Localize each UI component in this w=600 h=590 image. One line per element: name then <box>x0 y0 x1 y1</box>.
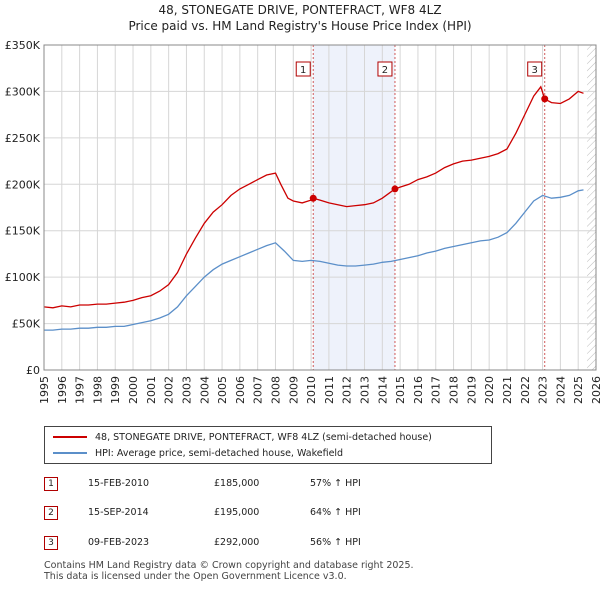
y-tick-label: £300K <box>5 85 41 98</box>
x-tick-label: 2003 <box>180 376 193 404</box>
sale-row: 1 15-FEB-2010 £185,000 57% ↑ HPI <box>44 474 444 496</box>
chart-title-line2: Price paid vs. HM Land Registry's House … <box>128 19 472 33</box>
y-tick-label: £0 <box>26 364 40 377</box>
y-tick-label: £100K <box>5 271 41 284</box>
x-tick-label: 2021 <box>501 376 514 404</box>
legend-label-hpi: HPI: Average price, semi-detached house,… <box>95 447 344 459</box>
y-tick-label: £350K <box>5 39 41 52</box>
sale-marker-label: 1 <box>300 65 306 76</box>
x-tick-label: 2010 <box>305 376 318 404</box>
footer: Contains HM Land Registry data © Crown c… <box>44 560 414 582</box>
x-tick-label: 2012 <box>341 376 354 404</box>
x-tick-label: 2018 <box>448 376 461 404</box>
x-tick-label: 2007 <box>252 376 265 404</box>
y-tick-label: £250K <box>5 132 41 145</box>
sale-hpi-diff: 57% ↑ HPI <box>310 478 361 489</box>
x-tick-label: 2026 <box>590 376 600 404</box>
plot-border <box>43 44 597 371</box>
legend-swatch-hpi <box>53 452 87 454</box>
sale-marker-badge: 3 <box>44 536 58 550</box>
x-tick-label: 2024 <box>554 376 567 404</box>
sale-price: £185,000 <box>214 478 260 489</box>
x-tick-label: 1995 <box>38 376 51 404</box>
x-tick-label: 2015 <box>394 376 407 404</box>
y-tick-label: £50K <box>12 318 41 331</box>
footer-copyright: Contains HM Land Registry data © Crown c… <box>44 560 414 571</box>
x-tick-label: 2000 <box>127 376 140 404</box>
x-tick-label: 1996 <box>56 376 69 404</box>
x-tick-label: 2001 <box>145 376 158 404</box>
x-tick-label: 2004 <box>198 376 211 404</box>
x-tick-label: 2025 <box>572 376 585 404</box>
x-tick-label: 2016 <box>412 376 425 404</box>
forecast-hatch <box>587 45 596 370</box>
legend: 48, STONEGATE DRIVE, PONTEFRACT, WF8 4LZ… <box>44 426 492 464</box>
sale-price: £195,000 <box>214 507 260 518</box>
sale-point <box>391 185 399 193</box>
x-tick-label: 2002 <box>163 376 176 404</box>
legend-label-property: 48, STONEGATE DRIVE, PONTEFRACT, WF8 4LZ… <box>95 431 432 443</box>
sale-marker-box <box>377 61 393 77</box>
sale-price: £292,000 <box>214 537 260 548</box>
chart-title-line1: 48, STONEGATE DRIVE, PONTEFRACT, WF8 4LZ <box>158 3 442 17</box>
sale-marker-label: 3 <box>532 65 538 76</box>
sale-hpi-diff: 64% ↑ HPI <box>310 507 361 518</box>
x-tick-label: 2011 <box>323 376 336 404</box>
sale-marker-box <box>295 61 311 77</box>
sale-date: 15-SEP-2014 <box>88 507 149 518</box>
x-tick-label: 1997 <box>74 376 87 404</box>
sale-marker-label: 2 <box>382 65 388 76</box>
sale-point <box>541 95 549 103</box>
ownership-shading <box>313 45 395 370</box>
x-tick-label: 2020 <box>483 376 496 404</box>
x-tick-label: 1998 <box>91 376 104 404</box>
footer-licence: This data is licensed under the Open Gov… <box>44 571 347 582</box>
price-chart: £0 £50K £100K £150K £200K £250K £300K £350K 1995… <box>5 39 600 404</box>
sale-date: 09-FEB-2023 <box>88 537 150 548</box>
sale-row: 3 09-FEB-2023 £292,000 56% ↑ HPI <box>44 533 444 555</box>
legend-item-hpi: HPI: Average price, semi-detached house,… <box>53 446 343 460</box>
sale-row: 2 15-SEP-2014 £195,000 64% ↑ HPI <box>44 503 444 525</box>
x-tick-label: 2017 <box>430 376 443 404</box>
hpi-line <box>44 189 584 331</box>
x-tick-label: 2014 <box>376 376 389 404</box>
x-tick-label: 2006 <box>234 376 247 404</box>
sale-marker-badge: 2 <box>44 506 58 520</box>
x-tick-label: 1999 <box>109 376 122 404</box>
y-tick-label: £200K <box>5 178 41 191</box>
sale-date: 15-FEB-2010 <box>88 478 150 489</box>
x-tick-label: 2008 <box>269 376 282 404</box>
sale-point <box>309 194 317 202</box>
legend-item-property: 48, STONEGATE DRIVE, PONTEFRACT, WF8 4LZ… <box>53 430 432 444</box>
x-tick-label: 2019 <box>465 376 478 404</box>
sale-marker-badge: 1 <box>44 477 58 491</box>
x-tick-label: 2009 <box>287 376 300 404</box>
sale-marker-box <box>527 61 543 77</box>
x-tick-label: 2022 <box>519 376 532 404</box>
x-tick-label: 2005 <box>216 376 229 404</box>
sale-hpi-diff: 56% ↑ HPI <box>310 537 361 548</box>
y-tick-label: £150K <box>5 225 41 238</box>
legend-swatch-property <box>53 436 87 438</box>
x-tick-label: 2023 <box>537 376 550 404</box>
x-tick-label: 2013 <box>359 376 372 404</box>
